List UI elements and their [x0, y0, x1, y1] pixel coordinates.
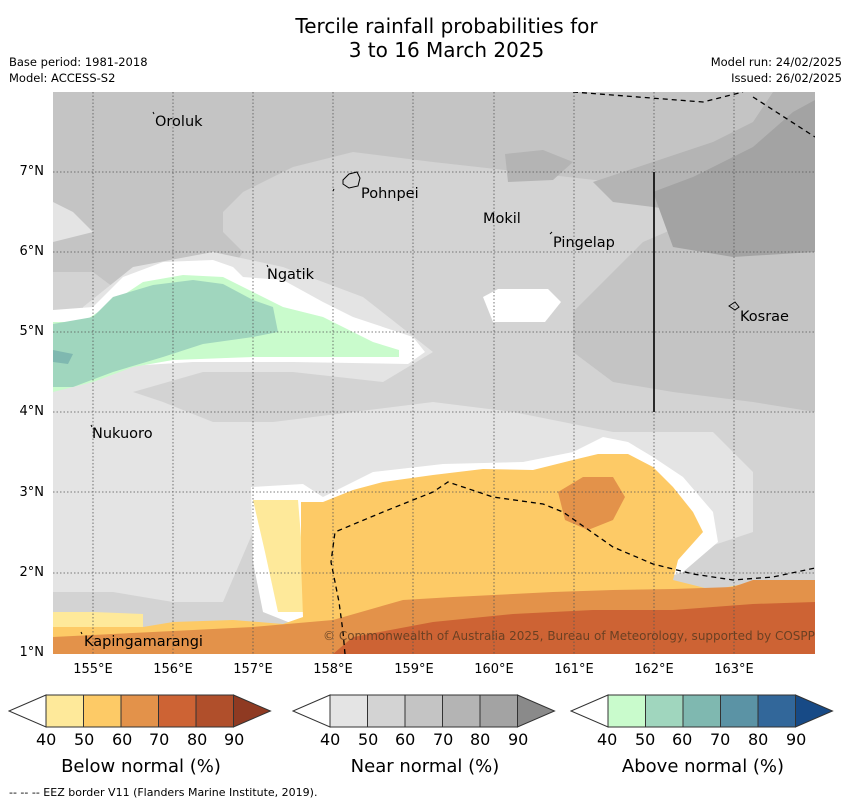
map-title: Tercile rainfall probabilities for 3 to …	[0, 14, 850, 62]
colorbar-near-normal	[292, 694, 556, 728]
colorbar-below-title: Below normal (%)	[61, 756, 221, 777]
label-nukuoro: Nukuoro	[92, 426, 153, 442]
lon-label-160e: 160°E	[474, 662, 514, 677]
model-run: Model run: 24/02/2025	[710, 55, 842, 69]
white-region-center	[483, 289, 561, 322]
tick: 40	[597, 730, 618, 749]
below-normal-60-70-blob	[558, 477, 625, 530]
lat-label-4n: 4°N	[19, 404, 45, 419]
lon-label-158e: 158°E	[313, 662, 353, 677]
island-outlines	[80, 111, 740, 635]
lat-label-6n: 6°N	[19, 244, 45, 259]
below-segment-3	[120, 694, 159, 728]
tick: 90	[508, 730, 529, 749]
title-line-1: Tercile rainfall probabilities for	[295, 14, 598, 38]
label-ngatik: Ngatik	[267, 267, 315, 283]
near-normal-60-70-east	[573, 212, 815, 412]
colorbar-below-ticks: 40 50 60 70 80 90 40 50 60 70 80 90 40 5…	[0, 730, 850, 750]
tick: 50	[74, 730, 95, 749]
lon-label-161e: 161°E	[554, 662, 594, 677]
above-normal-70-80	[53, 350, 73, 364]
tick: 50	[358, 730, 379, 749]
near-segment-1	[329, 694, 368, 728]
label-oroluk: Oroluk	[155, 114, 203, 130]
base-period: Base period: 1981-2018	[9, 55, 148, 69]
title-line-2: 3 to 16 March 2025	[348, 38, 545, 62]
below-over-triangle	[233, 694, 272, 728]
tick: 70	[710, 730, 731, 749]
near-over-triangle	[517, 694, 556, 728]
lon-label-162e: 162°E	[634, 662, 674, 677]
above-segment-3	[682, 694, 721, 728]
model-name: Model: ACCESS-S2	[9, 71, 116, 85]
near-normal-70-80-mid	[505, 150, 573, 182]
tick: 70	[149, 730, 170, 749]
lat-label-7n: 7°N	[19, 164, 45, 179]
lat-label-1n: 1°N	[19, 645, 45, 660]
below-normal-40-50	[253, 500, 303, 612]
near-normal-60-70-north	[53, 92, 815, 302]
tick: 40	[320, 730, 341, 749]
lon-label-163e: 163°E	[714, 662, 754, 677]
lon-label-157e: 157°E	[233, 662, 273, 677]
near-under-triangle	[292, 694, 331, 728]
colorbar-above-normal	[570, 694, 834, 728]
tick: 80	[187, 730, 208, 749]
issued-date: Issued: 26/02/2025	[731, 71, 842, 85]
near-segment-5	[479, 694, 518, 728]
above-normal-60-70	[53, 280, 278, 387]
meta-left: Base period: 1981-2018 Model: ACCESS-S2	[9, 54, 148, 86]
label-pohnpei: Pohnpei	[361, 186, 419, 202]
above-segment-1	[607, 694, 646, 728]
above-segment-2	[645, 694, 684, 728]
near-normal-40-50-west	[53, 202, 93, 242]
meta-right: Model run: 24/02/2025 Issued: 26/02/2025	[711, 54, 842, 86]
tick: 90	[786, 730, 807, 749]
lat-label-5n: 5°N	[19, 324, 45, 339]
above-over-triangle	[795, 694, 834, 728]
below-segment-1	[45, 694, 84, 728]
below-segment-4	[158, 694, 197, 728]
label-kapingamarangi: Kapingamarangi	[84, 634, 203, 650]
label-kosrae: Kosrae	[740, 309, 789, 325]
copyright-notice: © Commonwealth of Australia 2025, Bureau…	[323, 629, 815, 643]
tick: 80	[470, 730, 491, 749]
below-segment-5	[195, 694, 234, 728]
near-normal-80-90	[653, 100, 815, 257]
tick: 60	[395, 730, 416, 749]
eez-footnote: -- -- -- EEZ border V11 (Flanders Marine…	[9, 786, 318, 799]
lat-label-3n: 3°N	[19, 485, 45, 500]
above-under-triangle	[570, 694, 609, 728]
near-segment-3	[404, 694, 443, 728]
tick: 40	[36, 730, 57, 749]
lon-label-156e: 156°E	[153, 662, 193, 677]
near-segment-4	[442, 694, 481, 728]
tick: 50	[635, 730, 656, 749]
tick: 90	[224, 730, 245, 749]
tick: 60	[112, 730, 133, 749]
colorbar-above-title: Above normal (%)	[621, 756, 785, 777]
tick: 60	[672, 730, 693, 749]
colorbar-below-normal	[8, 694, 272, 728]
below-under-triangle	[8, 694, 47, 728]
below-segment-2	[83, 694, 122, 728]
near-segment-2	[367, 694, 406, 728]
above-segment-4	[720, 694, 759, 728]
eez-border	[330, 92, 815, 654]
tick: 80	[748, 730, 769, 749]
lon-label-155e: 155°E	[73, 662, 113, 677]
label-pingelap: Pingelap	[553, 235, 615, 251]
map: Oroluk Pohnpei Mokil Pingelap Ngatik Kos…	[53, 92, 815, 654]
lon-label-159e: 159°E	[394, 662, 434, 677]
lat-label-2n: 2°N	[19, 565, 45, 580]
tick: 70	[433, 730, 454, 749]
colorbar-near-title: Near normal (%)	[350, 756, 500, 777]
above-segment-5	[757, 694, 796, 728]
label-mokil: Mokil	[483, 211, 521, 227]
